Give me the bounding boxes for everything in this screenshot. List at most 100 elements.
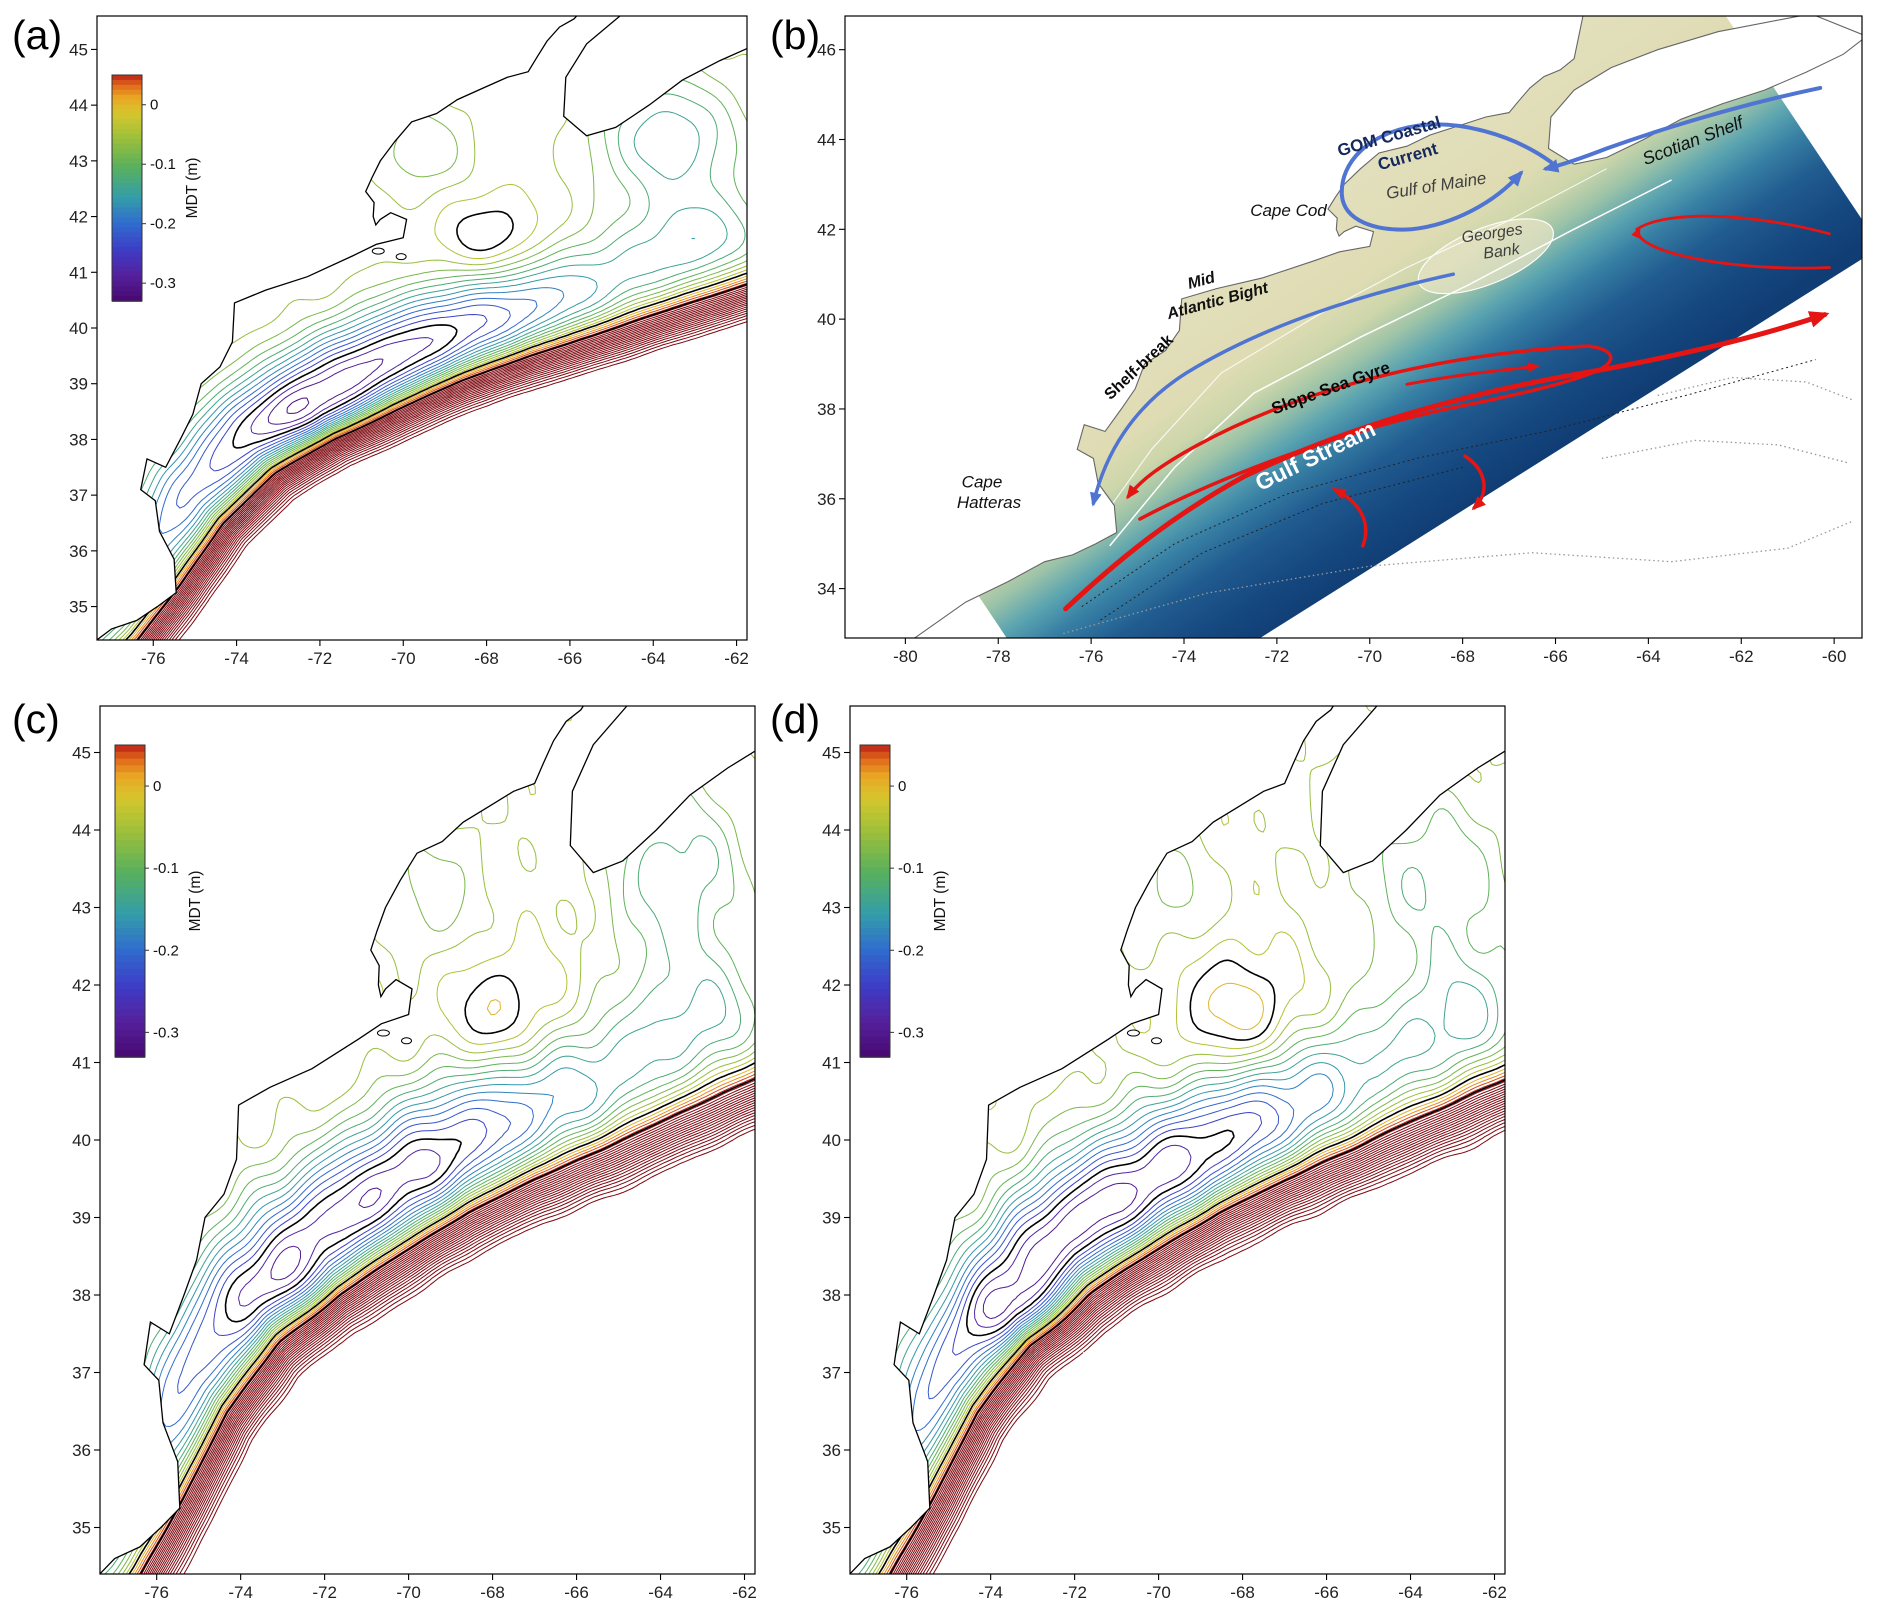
- x-tick-label: -78: [986, 647, 1011, 666]
- x-tick-label: -76: [141, 649, 166, 668]
- shelf-break-jet-arrow: [1090, 272, 1456, 507]
- x-tick-label: -74: [224, 649, 249, 668]
- y-tick-label: 35: [72, 1519, 91, 1538]
- island: [1151, 1037, 1163, 1045]
- colorbar-tick-label: 0: [153, 778, 161, 795]
- y-tick-label: 38: [69, 430, 88, 449]
- land-coastline: [845, 16, 1862, 638]
- y-tick-label: 34: [817, 580, 836, 599]
- gom-coastal-current-arrow: [1339, 122, 1553, 232]
- y-tick-label: 40: [822, 1131, 841, 1150]
- colorbar-tick-label: -0.3: [153, 1024, 179, 1041]
- slope-gyre-south-limb: [1138, 344, 1613, 521]
- x-tick-label: -76: [144, 1583, 169, 1602]
- colorbar-tick-label: -0.3: [898, 1024, 924, 1041]
- mdt-contours: [97, 28, 747, 640]
- island: [395, 253, 407, 261]
- x-tick-label: -72: [312, 1583, 337, 1602]
- plot-area: [850, 706, 1505, 1574]
- y-tick-label: 45: [822, 744, 841, 763]
- y-tick-label: 35: [69, 598, 88, 617]
- x-tick-label: -60: [1822, 647, 1847, 666]
- colorbar-tick-label: -0.1: [150, 156, 176, 173]
- island: [376, 1029, 390, 1037]
- colorbar: 0 -0.1 -0.2 -0.3 MDT (m): [111, 74, 201, 302]
- y-tick-label: 39: [69, 375, 88, 394]
- colorbar-title: MDT (m): [184, 158, 201, 219]
- plot-area: [100, 706, 755, 1574]
- x-tick-label: -66: [1543, 647, 1568, 666]
- island: [401, 1037, 413, 1045]
- y-tick-label: 36: [817, 490, 836, 509]
- colorbar-tick-label: -0.1: [898, 860, 924, 877]
- ssh-contours-dark: [1081, 359, 1816, 621]
- x-tick-label: -64: [641, 649, 666, 668]
- land-coastline: [100, 706, 755, 1574]
- y-tick-label: 42: [822, 976, 841, 995]
- slope-gyre-inner-arrow: [1405, 362, 1540, 386]
- panel-c-letter: (c): [12, 696, 60, 742]
- colorbar-tick-label: -0.2: [150, 216, 176, 233]
- y-tick-label: 38: [817, 400, 836, 419]
- island: [1126, 1029, 1140, 1037]
- ne-recirculation-arrow: [1631, 226, 1831, 270]
- y-tick-label: 37: [69, 486, 88, 505]
- x-tick-label: -68: [1230, 1583, 1255, 1602]
- y-tick-label: 42: [69, 208, 88, 227]
- y-tick-label: 45: [72, 744, 91, 763]
- colorbar-title: MDT (m): [932, 871, 949, 932]
- x-tick-label: -66: [558, 649, 583, 668]
- x-tick-label: -72: [1265, 647, 1290, 666]
- x-tick-label: -72: [1062, 1583, 1087, 1602]
- y-tick-label: 40: [69, 319, 88, 338]
- y-tick-label: 45: [69, 40, 88, 59]
- map-label: Bank: [1482, 241, 1521, 263]
- colorbar-tick-label: -0.3: [150, 275, 176, 292]
- gulf-stream-arrow: [1063, 311, 1830, 612]
- colorbar-tick-label: -0.2: [153, 942, 179, 959]
- y-tick-label: 44: [72, 821, 91, 840]
- slope-gyre-north-limb-arrow: [1126, 344, 1590, 500]
- panel-d-map: -76 -74 -72 -70 -68 -66 -64 -62 35 36 37 38 39 40 41 42…: [822, 705, 1507, 1603]
- panel-a-map: -76 -74 -72 -70 -68 -66 -64 -62 35 36 37 38 39 40 41 42…: [69, 15, 749, 668]
- y-tick-label: 39: [72, 1209, 91, 1228]
- map-label: Cape: [962, 473, 1003, 492]
- panel-c-map: -76 -74 -72 -70 -68 -66 -64 -62 35 36 37 38 39 40 41 42…: [72, 705, 757, 1602]
- colorbar: 0 -0.1 -0.2 -0.3 MDT (m): [114, 744, 204, 1058]
- x-tick-label: -64: [648, 1583, 673, 1602]
- mdt-contours: [100, 706, 755, 1574]
- y-tick-label: 41: [822, 1054, 841, 1073]
- plot-area: [97, 16, 747, 640]
- y-tick-label: 44: [69, 96, 88, 115]
- x-tick-label: -76: [1079, 647, 1104, 666]
- y-tick-label: 36: [72, 1441, 91, 1460]
- ring-arrow: [1331, 488, 1368, 548]
- x-tick-label: -62: [724, 649, 749, 668]
- current-arrows: [1063, 85, 1831, 612]
- x-tick-label: -66: [564, 1583, 589, 1602]
- map-label: Mid: [1186, 269, 1218, 293]
- colorbar-tick-label: 0: [898, 778, 906, 795]
- y-tick-label: 36: [822, 1441, 841, 1460]
- y-tick-label: 35: [822, 1519, 841, 1538]
- x-tick-label: -62: [1729, 647, 1754, 666]
- x-tick-label: -74: [228, 1583, 253, 1602]
- y-tick-label: 43: [72, 899, 91, 918]
- y-tick-label: 40: [817, 310, 836, 329]
- y-tick-label: 44: [822, 821, 841, 840]
- x-tick-label: -80: [893, 647, 918, 666]
- y-tick-label: 46: [817, 41, 836, 60]
- axis-ticks: -76 -74 -72 -70 -68 -66 -64 -62 35 36 37 38 39 40 41 42…: [822, 744, 1507, 1603]
- y-tick-label: 41: [69, 263, 88, 282]
- x-tick-label: -70: [391, 649, 416, 668]
- x-tick-label: -68: [474, 649, 499, 668]
- x-tick-label: -64: [1636, 647, 1661, 666]
- y-tick-label: 36: [69, 542, 88, 561]
- x-tick-label: -66: [1314, 1583, 1339, 1602]
- x-tick-label: -70: [1357, 647, 1382, 666]
- colorbar-tick-label: 0: [150, 97, 158, 114]
- y-tick-label: 40: [72, 1131, 91, 1150]
